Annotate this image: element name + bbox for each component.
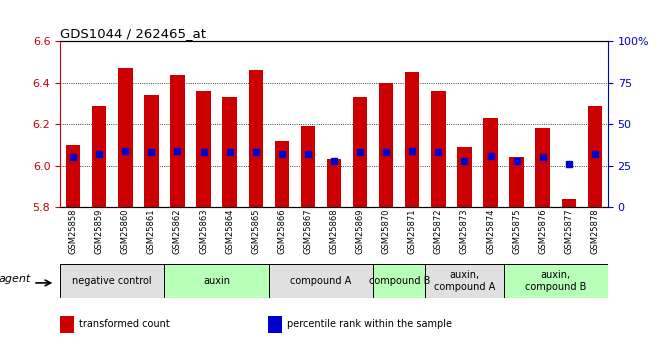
Bar [60,316,73,333]
Bar [275,141,289,207]
Bar [170,75,184,207]
Text: compound B: compound B [369,276,430,286]
Bar [118,68,132,207]
Text: auxin,
compound A: auxin, compound A [434,270,495,292]
Text: auxin,
compound B: auxin, compound B [525,270,587,292]
Bar [222,97,237,207]
Bar [196,91,211,207]
Bar [457,147,472,207]
Bar [426,264,504,298]
Bar [66,145,80,207]
Bar [373,264,426,298]
Text: agent: agent [0,275,31,284]
Bar [536,128,550,207]
Text: compound A: compound A [291,276,351,286]
Bar [327,159,341,207]
Bar [405,72,420,207]
Bar [301,126,315,207]
Text: GDS1044 / 262465_at: GDS1044 / 262465_at [60,27,206,40]
Bar [484,118,498,207]
Bar [269,264,373,298]
Bar [504,264,608,298]
Text: percentile rank within the sample: percentile rank within the sample [287,319,452,329]
Bar [92,106,106,207]
Bar [379,83,393,207]
Text: transformed count: transformed count [79,319,170,329]
Bar [269,316,282,333]
Bar [60,264,164,298]
Bar [510,157,524,207]
Bar [144,95,158,207]
Bar [562,199,576,207]
Bar [248,70,263,207]
Bar [588,106,602,207]
Text: auxin: auxin [203,276,230,286]
Bar [431,91,446,207]
Bar [164,264,269,298]
Bar [353,97,367,207]
Text: negative control: negative control [72,276,152,286]
